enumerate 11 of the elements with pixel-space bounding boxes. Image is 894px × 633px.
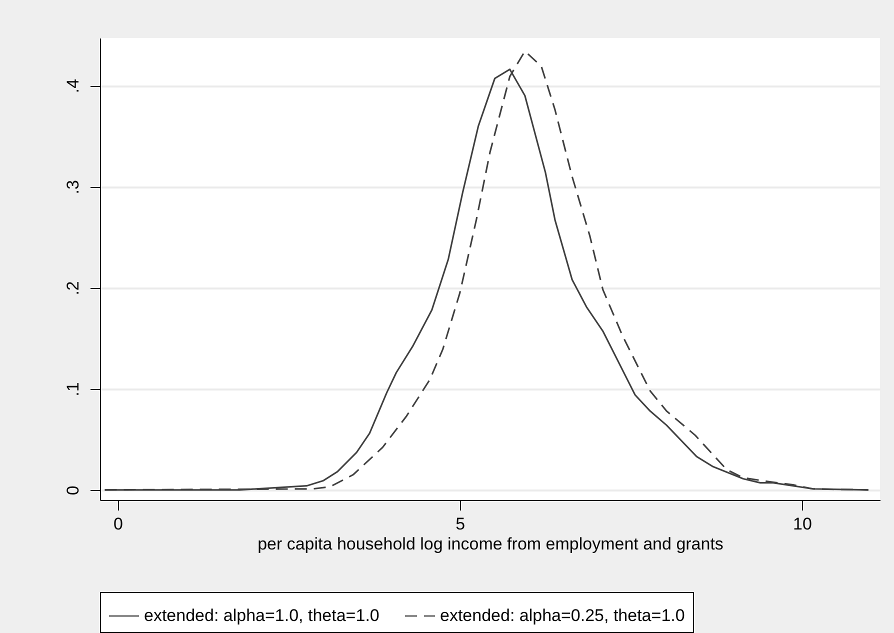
- x-tick-label: 0: [114, 514, 124, 534]
- y-tick-label: .2: [64, 281, 82, 296]
- y-tick-label: .3: [64, 180, 82, 194]
- x-tick-label: 10: [793, 514, 812, 534]
- y-tick-label: .4: [64, 78, 82, 94]
- y-tick-label: .1: [64, 382, 82, 396]
- x-tick-label: 5: [456, 514, 466, 534]
- x-axis-title: per capita household log income from employment and grants: [258, 534, 724, 554]
- legend-label: extended: alpha=1.0, theta=1.0: [144, 606, 380, 625]
- legend-label: extended: alpha=0.25, theta=1.0: [440, 606, 685, 625]
- y-tick-label: 0: [64, 486, 82, 496]
